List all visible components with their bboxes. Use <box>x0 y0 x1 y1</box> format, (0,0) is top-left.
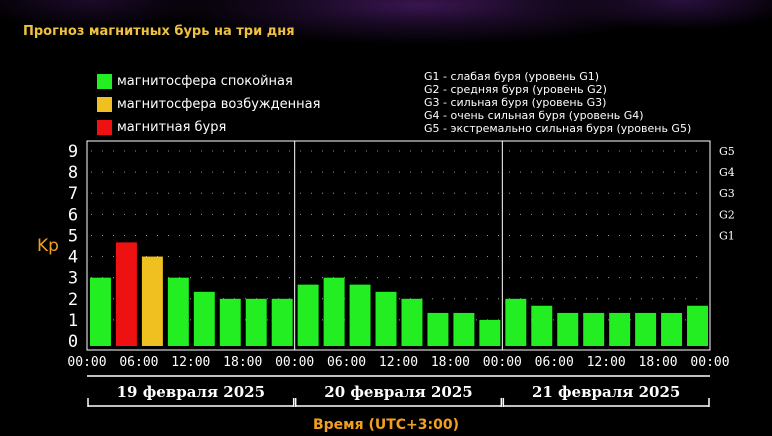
storm-level-g1: G1 - слабая буря (уровень G1) <box>424 70 600 83</box>
x-tick-label: 00:00 <box>67 355 106 370</box>
kp-bar <box>90 277 111 346</box>
legend-item-excited: магнитосфера возбужденная <box>97 93 320 116</box>
kp-bar <box>193 291 215 346</box>
kp-bar <box>375 291 397 346</box>
background-glow <box>0 0 772 60</box>
legend-swatch-excited <box>97 97 112 112</box>
x-tick-label: 18:00 <box>223 355 262 370</box>
date-label: 20 февраля 2025 <box>324 383 472 401</box>
page-title: Прогноз магнитных бурь на три дня <box>23 24 295 39</box>
g-level-tick-label: G5 <box>719 145 735 158</box>
kp-bar <box>505 298 527 346</box>
y-tick-label: 7 <box>68 184 78 204</box>
storm-level-g3: G3 - сильная буря (уровень G3) <box>424 96 607 109</box>
kp-bar <box>349 284 371 346</box>
x-tick-label: 12:00 <box>379 355 418 370</box>
x-tick-label: 06:00 <box>327 355 366 370</box>
y-tick-label: 6 <box>68 205 78 225</box>
kp-bar <box>323 277 345 346</box>
legend-swatch-calm <box>97 74 112 89</box>
kp-bar <box>661 312 683 346</box>
x-tick-label: 18:00 <box>639 355 678 370</box>
y-tick-label: 9 <box>68 142 78 162</box>
x-tick-label: 00:00 <box>275 355 314 370</box>
kp-bar <box>167 277 189 346</box>
kp-bar <box>245 298 267 346</box>
y-tick-label: 4 <box>68 248 78 268</box>
plot-frame <box>86 140 711 351</box>
kp-bar <box>271 298 293 346</box>
x-tick-label: 18:00 <box>431 355 470 370</box>
kp-bar <box>141 256 163 346</box>
kp-bar <box>635 312 657 346</box>
kp-bar <box>531 305 553 346</box>
legend-swatch-storm <box>97 120 112 135</box>
x-tick-label: 06:00 <box>119 355 158 370</box>
legend-item-storm: магнитная буря <box>97 116 320 139</box>
legend-item-calm: магнитосфера спокойная <box>97 70 320 93</box>
y-tick-label: 0 <box>68 332 78 352</box>
legend-label-excited: магнитосфера возбужденная <box>117 97 321 112</box>
y-tick-label: 2 <box>68 290 78 310</box>
x-tick-label: 00:00 <box>690 355 729 370</box>
g-level-tick-label: G1 <box>719 229 735 242</box>
storm-level-g4: G4 - очень сильная буря (уровень G4) <box>424 109 644 122</box>
storm-level-g2: G2 - средняя буря (уровень G2) <box>424 83 607 96</box>
date-label: 21 февраля 2025 <box>532 383 680 401</box>
y-tick-label: 8 <box>68 163 78 183</box>
y-tick-label: 3 <box>68 269 78 289</box>
kp-bar <box>401 298 423 346</box>
y-tick-label: 1 <box>68 311 78 331</box>
storm-level-g5: G5 - экстремально сильная буря (уровень … <box>424 122 692 135</box>
storm-level-legend: G1 - слабая буря (уровень G1) G2 - средн… <box>424 70 691 135</box>
legend-label-calm: магнитосфера спокойная <box>117 74 293 89</box>
g-level-tick-label: G3 <box>719 187 735 200</box>
kp-bar <box>557 312 579 346</box>
kp-bar <box>479 319 501 346</box>
status-legend: магнитосфера спокойная магнитосфера возб… <box>97 70 320 139</box>
kp-bar <box>583 312 605 346</box>
x-tick-label: 12:00 <box>171 355 210 370</box>
kp-bar <box>427 312 449 346</box>
g-level-tick-label: G4 <box>719 166 735 179</box>
legend-label-storm: магнитная буря <box>117 120 227 135</box>
kp-bar <box>609 312 631 346</box>
kp-bar <box>453 312 475 346</box>
y-axis-label: Kp <box>37 236 59 256</box>
kp-bar <box>219 298 241 346</box>
kp-bar <box>297 284 319 346</box>
x-axis-label: Время (UTC+3:00) <box>312 417 460 433</box>
g-level-tick-label: G2 <box>719 208 735 221</box>
kp-bar <box>687 305 708 346</box>
y-tick-label: 5 <box>68 226 78 246</box>
x-tick-label: 12:00 <box>587 355 626 370</box>
x-tick-label: 06:00 <box>535 355 574 370</box>
x-tick-label: 00:00 <box>483 355 522 370</box>
date-label: 19 февраля 2025 <box>117 383 265 401</box>
kp-bar <box>115 242 137 346</box>
